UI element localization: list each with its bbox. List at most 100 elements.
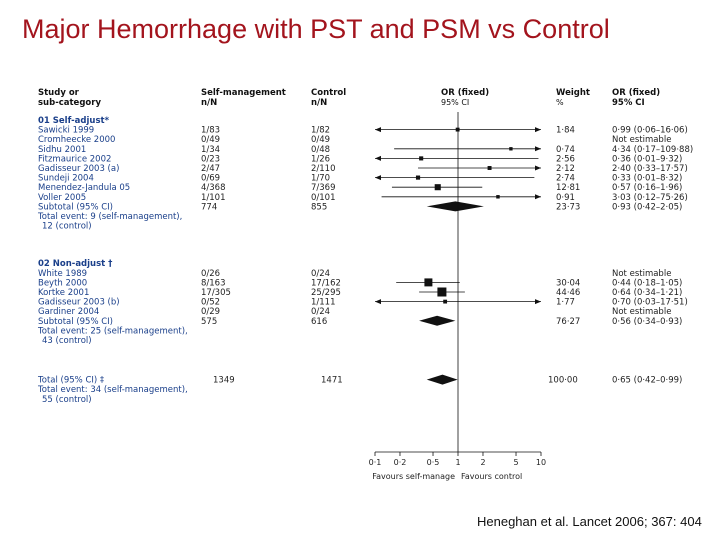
orci-value: 4·34 (0·17–109·88): [612, 145, 693, 155]
study-name: Sundeji 2004: [38, 174, 94, 184]
control-value: 25/295: [311, 288, 341, 298]
orci-value: 0·64 (0·34–1·21): [612, 288, 682, 298]
subtotal-diamond: [426, 201, 484, 212]
xlabel-right: Favours control: [461, 472, 522, 481]
study-name: Sidhu 2001: [38, 145, 86, 155]
control-value: 1/26: [311, 154, 330, 164]
ci-arrow-left: [375, 127, 381, 133]
control-value: 7/369: [311, 183, 336, 193]
weight-value: 2·74: [556, 174, 575, 184]
header-orci-sub: 95% CI: [612, 98, 645, 108]
x-tick-label: 2: [480, 458, 485, 467]
control-value: 0/24: [311, 307, 330, 317]
control-value: 1/70: [311, 174, 330, 184]
plot-panel: [26, 74, 698, 494]
orci-value: 0·33 (0·01–8·32): [612, 174, 682, 184]
header-or: OR (fixed): [441, 88, 489, 98]
header-control: Control: [311, 88, 346, 98]
subtotal-weight: 76·27: [556, 317, 580, 327]
total-weight: 100·00: [548, 376, 578, 386]
study-marker: [509, 147, 513, 151]
orci-value: 3·03 (0·12–75·26): [612, 193, 688, 203]
ci-arrow-right: [535, 127, 541, 133]
study-marker: [434, 184, 441, 191]
total-self: 1349: [213, 376, 235, 386]
study-marker: [437, 287, 447, 297]
x-tick-label: 10: [536, 458, 546, 467]
study-name: Voller 2005: [38, 193, 86, 203]
orci-value: Not estimable: [612, 269, 671, 279]
study-marker: [424, 278, 433, 287]
events-label: Total event: 25 (self-management),: [37, 326, 188, 336]
study-marker: [415, 175, 421, 180]
weight-value: 0·91: [556, 193, 575, 203]
x-tick-label: 1: [455, 458, 460, 467]
orci-value: 2·40 (0·33–17·57): [612, 164, 688, 174]
subtotal-self: 575: [201, 317, 217, 327]
group-label: 02 Non-adjust †: [38, 259, 112, 269]
weight-value: 12·81: [556, 183, 580, 193]
orci-value: 0·70 (0·03–17·51): [612, 298, 688, 308]
subtotal-label: Subtotal (95% CI): [38, 202, 113, 212]
total-label: Total (95% CI) ‡: [37, 376, 105, 386]
subtotal-orci: 0·93 (0·42–2·05): [612, 202, 682, 212]
ci-arrow-left: [375, 155, 381, 161]
orci-value: Not estimable: [612, 135, 671, 145]
subtotal-weight: 23·73: [556, 202, 580, 212]
x-tick-label: 5: [513, 458, 518, 467]
total-diamond: [426, 374, 458, 385]
header-orci: OR (fixed): [612, 88, 660, 98]
study-name: Gadisseur 2003 (b): [38, 298, 120, 308]
self-value: 0/26: [201, 269, 220, 279]
header-self-sub: n/N: [201, 98, 217, 108]
weight-value: 0·74: [556, 145, 575, 155]
ci-arrow-right: [535, 299, 541, 305]
citation: Heneghan et al. Lancet 2006; 367: 404: [477, 514, 702, 529]
study-name: Sawicki 1999: [38, 126, 94, 136]
header-study: Study or: [38, 88, 80, 98]
study-name: Gardiner 2004: [38, 307, 99, 317]
total-control: 1471: [321, 376, 343, 386]
group-label: 01 Self-adjust*: [38, 116, 110, 126]
control-value: 1/82: [311, 126, 330, 136]
self-value: 1/101: [201, 193, 226, 203]
control-value: 0/24: [311, 269, 330, 279]
ci-arrow-right: [535, 146, 541, 152]
study-marker: [496, 195, 500, 199]
self-value: 2/47: [201, 164, 220, 174]
study-marker: [487, 166, 492, 170]
control-value: 2/110: [311, 164, 336, 174]
header-control-sub: n/N: [311, 98, 327, 108]
weight-value: 30·04: [556, 278, 580, 288]
study-name: Kortke 2001: [38, 288, 89, 298]
subtotal-label: Subtotal (95% CI): [38, 317, 113, 327]
events-label: 12 (control): [42, 222, 92, 232]
study-name: Menendez-Jandula 05: [38, 183, 130, 193]
xlabel-left: Favours self-manage: [372, 472, 455, 481]
subtotal-control: 616: [311, 317, 327, 327]
control-value: 0/101: [311, 193, 336, 203]
self-value: 0/23: [201, 154, 220, 164]
header-self: Self-management: [201, 88, 286, 98]
study-marker: [443, 299, 448, 304]
weight-value: 1·77: [556, 298, 575, 308]
subtotal-control: 855: [311, 202, 327, 212]
slide-title: Major Hemorrhage with PST and PSM vs Con…: [22, 14, 610, 44]
self-value: 4/368: [201, 183, 226, 193]
subtotal-self: 774: [201, 202, 217, 212]
events-label: Total event: 9 (self-management),: [37, 212, 182, 222]
self-value: 0/29: [201, 307, 220, 317]
self-value: 0/49: [201, 135, 220, 145]
subtotal-orci: 0·56 (0·34–0·93): [612, 317, 682, 327]
study-name: White 1989: [38, 269, 87, 279]
ci-arrow-right: [535, 165, 541, 171]
total-events-label: 55 (control): [42, 395, 92, 405]
events-label: 43 (control): [42, 336, 92, 346]
study-marker: [419, 156, 424, 161]
self-value: 17/305: [201, 288, 231, 298]
x-tick-label: 0·1: [369, 458, 382, 467]
subtotal-diamond: [419, 315, 456, 326]
control-value: 17/162: [311, 278, 341, 288]
orci-value: 0·36 (0·01–9·32): [612, 154, 682, 164]
